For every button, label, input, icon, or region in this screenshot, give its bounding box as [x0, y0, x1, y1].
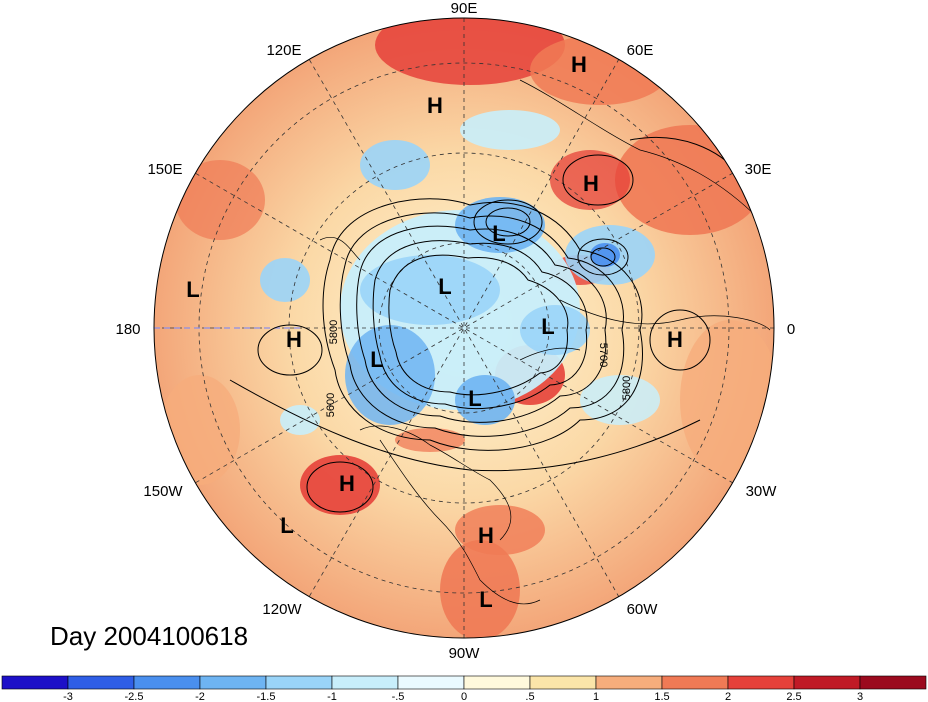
high-pressure-marker: H [427, 93, 443, 118]
height-contours [229, 136, 741, 513]
high-pressure-marker: H [583, 171, 599, 196]
colorbar-tick-label: -3 [63, 691, 73, 702]
lon-label: 60E [627, 42, 654, 59]
low-pressure-marker: L [492, 221, 505, 246]
low-pressure-marker: L [280, 513, 293, 538]
colorbar-swatch [859, 675, 927, 690]
colorbar-tick-label: 2.5 [786, 691, 801, 702]
colorbar-swatch [463, 675, 531, 690]
lon-label: 30E [745, 161, 772, 178]
colorbar-tick-label: -2.5 [125, 691, 144, 702]
contour-value-label: 5600 [325, 393, 337, 417]
colorbar-tick-label: 3 [857, 691, 863, 702]
day-label: Day 2004100618 [50, 621, 248, 651]
colorbar-tick-label: -.5 [392, 691, 405, 702]
map-boundary [153, 17, 775, 639]
lon-label: 150W [143, 483, 183, 500]
lon-label: 60W [627, 601, 659, 618]
colorbar-swatch [199, 675, 267, 690]
low-pressure-marker: L [370, 347, 383, 372]
anomaly-field [154, 18, 774, 638]
colorbar-tick-label: 1 [593, 691, 599, 702]
contour-value-label: 5800 [328, 320, 340, 344]
lon-label: 30W [746, 483, 778, 500]
colorbar-swatch [331, 675, 399, 690]
high-pressure-marker: H [286, 327, 302, 352]
colorbar-swatch [1, 675, 69, 690]
low-pressure-marker: L [479, 587, 492, 612]
colorbar-swatch [529, 675, 597, 690]
lon-label: 90W [449, 645, 481, 662]
low-pressure-marker: L [541, 314, 554, 339]
colorbar-tick-label: 0 [461, 691, 467, 702]
colorbar-swatch [265, 675, 333, 690]
colorbar-tick-label: 2 [725, 691, 731, 702]
colorbar-tick-label: -2 [195, 691, 205, 702]
high-pressure-marker: H [339, 471, 355, 496]
high-pressure-marker: H [478, 523, 494, 548]
lon-label: 90E [451, 0, 478, 17]
colorbar-tick-label: 1.5 [654, 691, 669, 702]
colorbar-swatch [397, 675, 465, 690]
contour-value-label: 5700 [597, 343, 609, 367]
colorbar-swatch [67, 675, 135, 690]
colorbar-tick-label: .5 [525, 691, 534, 702]
colorbar-swatch [727, 675, 795, 690]
lon-label: 150E [147, 161, 182, 178]
lon-label: 120E [266, 42, 301, 59]
colorbar-swatch [661, 675, 729, 690]
lon-label: 180 [115, 321, 140, 338]
contour-labels: 5800 5600 5700 5800 [325, 320, 633, 417]
colorbar-tick-label: -1.5 [257, 691, 276, 702]
lon-label: 0 [787, 321, 795, 338]
high-pressure-marker: H [571, 52, 587, 77]
high-pressure-marker: H [667, 327, 683, 352]
colorbar-tick-label: -1 [327, 691, 337, 702]
longitude-labels: 90E 60E 30E 0 30W 60W 90W 120W 150W 180 … [115, 0, 795, 662]
colorbar-swatch [133, 675, 201, 690]
low-pressure-marker: L [468, 386, 481, 411]
pressure-centers: H H H H H H H L L L L L L L L [186, 52, 683, 612]
lon-label: 120W [262, 601, 302, 618]
colorbar-swatch [595, 675, 663, 690]
colorbar: -3 -2.5 -2 -1.5 -1 -.5 0 .5 1 1.5 2 2.5 3 [1, 675, 927, 702]
low-pressure-marker: L [438, 274, 451, 299]
contour-value-label: 5800 [621, 376, 633, 400]
coastlines [319, 79, 771, 605]
colorbar-swatch [793, 675, 861, 690]
low-pressure-marker: L [186, 277, 199, 302]
